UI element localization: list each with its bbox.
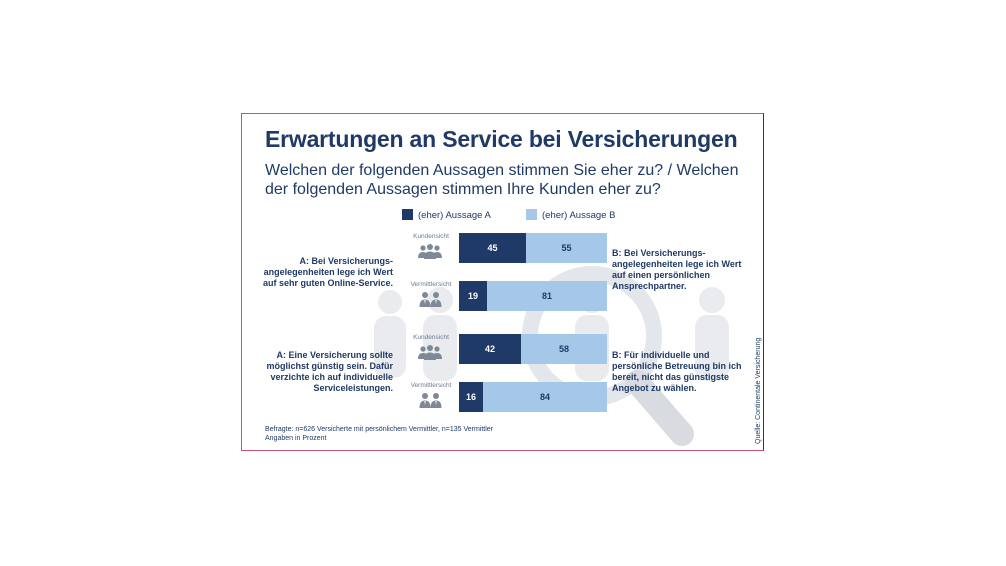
row-label-2: Vermittlersicht [410,281,452,288]
legend-item-b: (eher) Aussage B [526,209,615,221]
legend-item-a: (eher) Aussage A [402,209,491,221]
infographic-card: Erwartungen an Service bei Versicherunge… [241,113,764,451]
source-label: Quelle: Continentale Versicherung [755,337,762,444]
statement-b-2: B: Für individuelle und persönliche Betr… [612,350,742,393]
brokers-icon [419,292,442,307]
bar-aussage-b-3: 58 [521,334,607,364]
bar-aussage-a-1: 45 [459,233,526,263]
bar-aussage-a-3: 42 [459,334,521,364]
customers-icon [418,345,442,360]
footnote-sample: Befragte: n=626 Versicherte mit persönli… [265,426,494,433]
row-label-3: Kundensicht [413,334,449,341]
legend-swatch-b [526,209,537,220]
legend-label-a: (eher) Aussage A [418,210,491,221]
bar-aussage-a-2: 19 [459,281,487,311]
footnote-unit: Angaben in Prozent [265,435,327,442]
bar-aussage-b-2: 81 [487,281,607,311]
bar-aussage-b-4: 84 [483,382,607,412]
legend-label-b: (eher) Aussage B [542,210,616,221]
statement-a-1: A: Bei Versicherungs-angelegenheiten leg… [262,256,393,288]
statement-b-1: B: Bei Versicherungs-angelegenheiten leg… [612,248,742,291]
row-label-1: Kundensicht [413,233,449,240]
statement-a-2: A: Eine Versicherung sollte möglichst gü… [266,350,393,393]
legend-swatch-a [402,209,413,220]
bar-aussage-a-4: 16 [459,382,483,412]
chart-subtitle: Welchen der folgenden Aussagen stimmen S… [265,162,739,198]
row-label-4: Vermittlersicht [410,382,452,389]
customers-icon [418,244,442,259]
chart-title: Erwartungen an Service bei Versicherunge… [265,126,738,152]
brokers-icon [419,393,442,408]
bar-aussage-b-1: 55 [526,233,607,263]
